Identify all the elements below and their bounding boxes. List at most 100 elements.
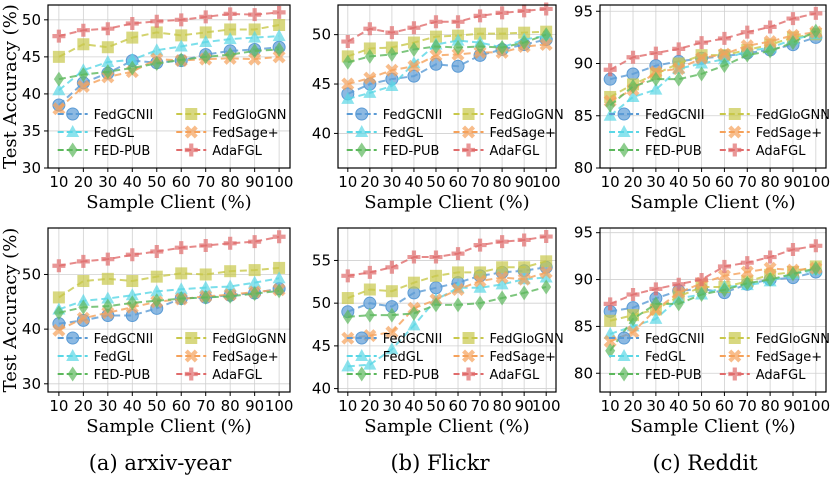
point-fedgl [539,270,553,283]
point-fedgcnii [407,286,421,300]
legend-label: FedGCNII [645,332,705,347]
point-adafgl [603,63,617,77]
point-fed-pub [200,49,211,65]
point-adafgl [223,7,237,21]
point-adafgl [407,21,421,35]
point-fedglognn [150,270,163,283]
y-tick-label: 80 [574,159,593,177]
legend-label: FedSage+ [490,350,556,365]
legend-entry-fedgl: FedGL [609,349,686,365]
point-adafgl [517,4,531,18]
legend-entry-fedgcnii: FedGCNII [609,107,705,123]
point-fed-pub [605,97,616,113]
point-fed-pub [225,47,236,63]
x-tick-label: 70 [471,397,490,415]
point-fedglognn [175,267,188,280]
legend-marker-fed-pub [619,142,630,158]
point-fed-pub [127,295,138,311]
series-line-fed-pub [58,48,280,81]
point-fedsage-plus [763,35,777,49]
series-line-fed-pub [609,30,817,107]
point-fedgl [495,277,509,290]
point-fedgl [150,284,164,297]
point-fed-pub [742,47,753,63]
series-line-fedglognn [58,24,280,58]
point-fedgcnii [407,69,421,83]
point-adafgl [626,288,640,302]
x-tick-label: 80 [493,173,512,191]
legend-entry-fedglognn: FedGloGNN [719,332,830,347]
point-adafgl [272,5,286,19]
point-adafgl [740,256,754,270]
legend-label: FedGloGNN [756,108,830,123]
x-tick-label: 70 [196,397,215,415]
point-fedsage-plus [76,80,90,93]
x-tick-label: 60 [715,173,734,191]
point-adafgl [150,14,164,28]
series-line-fedgcnii [347,266,547,313]
legend-marker-fedglognn [462,108,475,120]
x-tick-label: 30 [646,173,665,191]
legend-label: FedSage+ [490,126,556,141]
point-fedsage-plus [495,271,509,285]
legend-entry-fedgcnii: FedGCNII [57,331,153,347]
legend-entry-fedsage-plus: FedSage+ [176,349,279,365]
point-fed-pub [787,35,798,51]
series-line-fedsage-plus [347,271,547,340]
point-adafgl [76,254,90,268]
series-fed-pub [342,279,552,325]
legend-marker-fedgcnii [355,107,369,121]
point-fedgl [385,79,399,92]
point-fed-pub [249,43,260,59]
legend-marker-fedsage-plus [728,349,742,363]
point-fedgcnii [626,67,640,81]
series-fed-pub [53,283,285,321]
point-adafgl [451,247,465,261]
x-axis-label: Sample Client (%) [364,416,529,437]
legend-marker-fedgcnii [617,331,631,345]
point-adafgl [199,238,213,252]
point-fed-pub [342,309,353,325]
point-fedgcnii [451,59,465,73]
legend-label: AdaFGL [490,144,540,159]
series-line-fedglognn [609,265,817,322]
point-fedgcnii [363,296,377,310]
legend: FedGCNII FedGloGNN FedGL FedSage+ FED-PUB Ada… [609,107,830,159]
point-fedsage-plus [539,265,553,279]
legend: FedGCNII FedGloGNN FedGL FedSage+ FED-PUB Ada… [609,331,830,383]
point-fedgl [248,275,262,288]
point-adafgl [272,230,286,244]
legend-marker-fedglognn [462,332,475,344]
x-tick-label: 100 [802,173,830,191]
point-adafgl [517,233,531,247]
point-adafgl [539,230,553,244]
point-fed-pub [249,286,260,302]
legend-marker-adafgl [462,367,476,381]
y-tick-label: 50 [22,265,41,283]
series-line-fed-pub [58,289,280,314]
point-fedgl [451,33,465,46]
legend-marker-fedsage-plus [184,349,198,363]
series-line-fedgl [58,277,280,311]
x-tick-label: 70 [738,397,757,415]
point-fed-pub [225,288,236,304]
x-tick-label: 10 [49,173,68,191]
point-fed-pub [102,298,113,314]
series-line-fedglognn [609,33,816,98]
x-tick-label: 70 [196,173,215,191]
legend-marker-fed-pub [67,142,78,158]
legend-entry-fed-pub: FED-PUB [609,366,702,383]
series-line-fedglognn [347,30,547,58]
point-fed-pub [151,56,162,72]
point-adafgl [125,17,139,31]
x-tick-label: 90 [245,397,264,415]
point-fed-pub [274,41,285,57]
point-fedsage-plus [248,52,262,66]
series-fedglognn [341,25,553,63]
point-fed-pub [53,71,64,87]
point-fed-pub [364,307,375,323]
point-fedsage-plus [407,59,421,73]
legend-marker-fedglognn [728,108,741,120]
point-fed-pub [53,305,64,321]
point-fedglognn [474,27,487,40]
